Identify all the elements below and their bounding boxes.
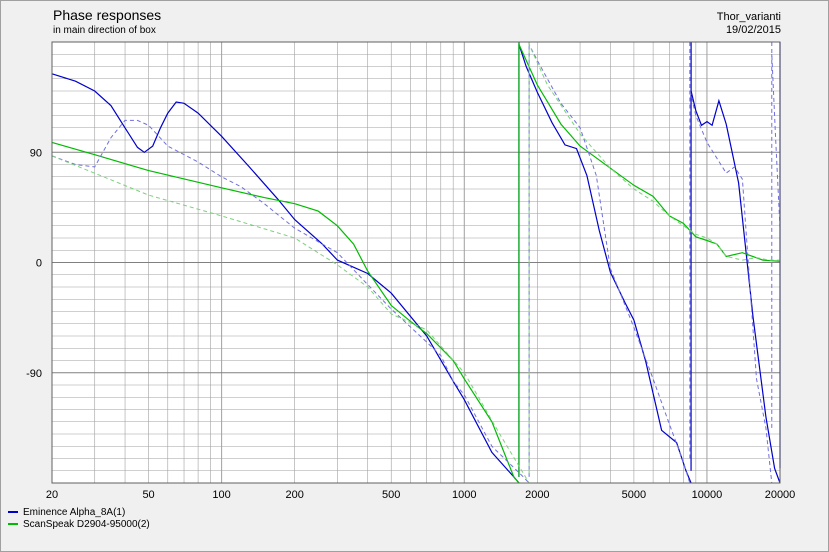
- series-line: [51, 141, 520, 484]
- minor-grid: [51, 42, 781, 483]
- x-tick-label: 50: [142, 489, 154, 501]
- series-line: [518, 42, 692, 484]
- y-tick-label: 0: [36, 258, 42, 270]
- chart-subtitle: in main direction of box: [53, 25, 156, 36]
- x-tick-label: 10000: [692, 489, 723, 501]
- plot-border: [51, 41, 781, 484]
- series-3: [51, 42, 781, 484]
- series-line: [771, 42, 781, 229]
- x-tick-label: 20: [46, 489, 58, 501]
- x-tick-label: 1000: [452, 489, 476, 501]
- x-tick-label: 100: [212, 489, 230, 501]
- series-line: [689, 42, 773, 484]
- series-line: [690, 42, 781, 484]
- series-layer: [51, 42, 781, 484]
- legend-swatch-series-1: [8, 511, 18, 513]
- x-tick-label: 500: [382, 489, 400, 501]
- series-line: [528, 42, 780, 261]
- x-tick-label: 200: [285, 489, 303, 501]
- chart-title: Phase responses: [53, 7, 162, 23]
- major-grid: [52, 42, 780, 483]
- project-name: Thor_varianti: [716, 11, 781, 23]
- series-4: [51, 42, 780, 484]
- x-tick-label: 2000: [525, 489, 549, 501]
- legend-label-series-1: Eminence Alpha_8A(1): [23, 506, 126, 518]
- legend-swatch-series-2: [8, 523, 18, 525]
- series-line: [51, 119, 530, 484]
- series-line: [528, 42, 691, 484]
- x-tick-label: 5000: [622, 489, 646, 501]
- y-tick-label: 90: [30, 147, 42, 159]
- legend-item-series-2: ScanSpeak D2904-95000(2): [8, 518, 150, 530]
- y-axis-tick-labels: 90 0 -90: [26, 147, 42, 380]
- series-line: [51, 73, 520, 484]
- series-line: [51, 155, 530, 484]
- x-tick-label: 20000: [765, 489, 796, 501]
- x-axis-tick-labels: 20 50 100 200 500 1000 2000 5000 10000 20000: [46, 489, 795, 501]
- y-tick-label: -90: [26, 368, 42, 380]
- chart-date: 19/02/2015: [725, 24, 781, 36]
- legend: Eminence Alpha_8A(1) ScanSpeak D2904-950…: [8, 506, 150, 530]
- legend-item-series-1: Eminence Alpha_8A(1): [8, 506, 150, 518]
- legend-label-series-2: ScanSpeak D2904-95000(2): [23, 518, 150, 530]
